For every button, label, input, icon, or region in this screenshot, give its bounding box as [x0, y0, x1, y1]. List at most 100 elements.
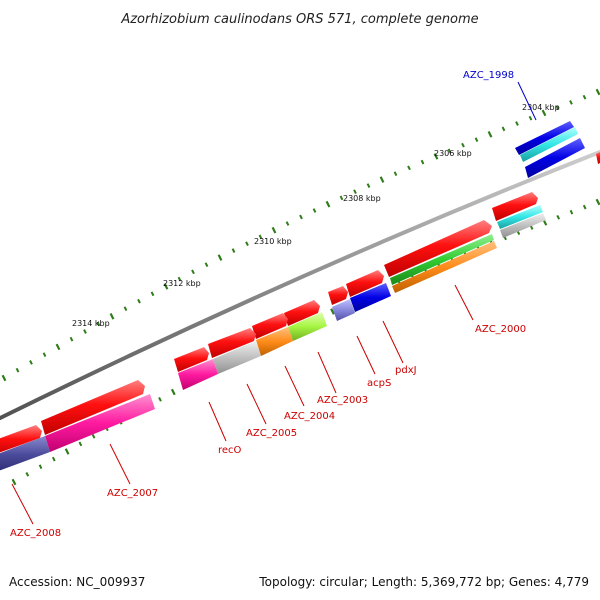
outer-scale-tick [245, 241, 249, 247]
outer-scale-tick [541, 109, 547, 117]
inner-scale-tick [516, 230, 521, 236]
outer-scale-tick [353, 189, 357, 195]
outer-scale-tick [339, 195, 344, 201]
outer-scale-tick [515, 121, 519, 126]
scale-label-2312: 2312 kbp [163, 279, 201, 288]
outer-scale-ticks [1, 88, 600, 382]
inner-scale-tick [51, 456, 56, 462]
scale-label-2308: 2308 kbp [343, 194, 381, 203]
outer-scale-tick [177, 276, 182, 282]
gene-block-azc-2000[interactable] [384, 220, 492, 277]
cog-block-azc-1999-cyan [497, 205, 543, 229]
cog-block-azc-1998-lower [525, 138, 585, 178]
outer-scale-tick [191, 269, 195, 275]
outer-scale-tick [433, 153, 439, 160]
outer-scale-tick [42, 352, 47, 358]
cog-block-azc-2005 [213, 341, 261, 374]
gene-label-azc-2008[interactable]: AZC_2008 [10, 528, 61, 539]
inner-scale-tick [158, 396, 162, 402]
scale-label-2304: 2304 kbp [522, 103, 560, 112]
gene-label-azc-2003[interactable]: AZC_2003 [317, 395, 368, 406]
outer-scale-tick [393, 171, 398, 177]
outer-scale-tick [447, 148, 452, 154]
outer-scale-tick [69, 336, 74, 342]
map-title: Azorhizobium caulinodans ORS 571, comple… [120, 12, 478, 27]
outer-scale-tick [55, 343, 61, 351]
outer-scale-tick [163, 283, 169, 290]
gene-block-azc-2004[interactable] [252, 313, 288, 339]
gene-block-azc-1998-top[interactable] [515, 121, 574, 155]
gene-block-pdxj-fwd[interactable] [346, 270, 384, 297]
gene-block-acps-fwd[interactable] [328, 286, 348, 305]
gene-block-reco[interactable] [174, 347, 209, 372]
outer-scale-tick [15, 367, 20, 373]
gene-label-acps[interactable]: acpS [367, 378, 391, 389]
gene-label-azc-2005[interactable]: AZC_2005 [246, 428, 297, 439]
cog-block-azc-1998 [520, 127, 578, 162]
outer-scale-tick [582, 94, 587, 100]
outer-scale-tick [231, 248, 236, 253]
gene-block-azc-2007[interactable] [41, 380, 145, 435]
outer-scale-tick [285, 221, 290, 226]
cog-block-azc-2004 [256, 327, 293, 356]
gene-block-azc-2003[interactable] [284, 300, 320, 326]
gene-block-azc-1999[interactable] [492, 192, 538, 221]
inner-scale-tick [542, 219, 548, 226]
cog-block-pdxj [350, 283, 391, 312]
forward-cds-track[interactable] [0, 121, 600, 456]
outer-scale-tick [96, 321, 101, 327]
inner-scale-tick [11, 478, 17, 486]
inner-scale-tick [170, 388, 176, 396]
scale-label-2310: 2310 kbp [254, 237, 292, 246]
gene-label-azc-2004[interactable]: AZC_2004 [284, 411, 335, 422]
outer-scale-tick [109, 313, 115, 320]
gene-block-azc-2005[interactable] [208, 328, 256, 358]
cog-block-azc-2000-orange [392, 241, 497, 293]
gene-label-pdxj[interactable]: pdxJ [395, 365, 417, 376]
outer-scale-tick [299, 214, 303, 220]
outer-scale-tick [123, 306, 128, 312]
outer-scale-tick [569, 100, 573, 105]
cog-block-acps [332, 299, 355, 321]
gene-label-azc-1998[interactable]: AZC_1998 [463, 70, 514, 81]
cog-block-reco [178, 359, 218, 390]
genome-backbone [0, 149, 600, 421]
outer-scale-tick [474, 137, 479, 143]
outer-scale-tick [487, 131, 493, 138]
inner-scale-tick [595, 198, 600, 206]
outer-scale-tick [379, 176, 385, 183]
outer-scale-tick [528, 115, 533, 121]
inner-scale-tick [529, 225, 534, 230]
inner-scale-tick [38, 464, 43, 470]
gene-labels: AZC_1998 AZC_2000 pdxJ acpS AZC_2003 AZC… [10, 70, 526, 539]
outer-scale-tick [325, 200, 331, 208]
outer-scale-tick [83, 329, 87, 334]
outer-scale-tick [555, 105, 560, 111]
cog-block-azc-2007 [45, 394, 155, 452]
gene-label-azc-2000[interactable]: AZC_2000 [475, 324, 526, 335]
gene-block-azc-2008[interactable] [0, 425, 42, 456]
inner-scale-tick [64, 448, 70, 455]
accession-text: Accession: NC_009937 [9, 575, 145, 589]
inner-scale-tick [25, 472, 30, 477]
scale-labels: 2304 kbp 2306 kbp 2308 kbp 2310 kbp 2312… [72, 103, 560, 328]
genome-summary-text: Topology: circular; Length: 5,369,772 bp… [258, 575, 589, 589]
gene-label-azc-2007[interactable]: AZC_2007 [107, 488, 158, 499]
outer-scale-tick [595, 88, 600, 96]
cog-block-azc-2003 [288, 312, 327, 341]
outer-scale-tick [461, 142, 465, 148]
inner-scale-tick [330, 308, 335, 315]
scale-label-2314: 2314 kbp [72, 319, 110, 328]
inner-scale-tick [91, 434, 96, 439]
outer-scale-tick [204, 262, 209, 268]
outer-scale-tick [271, 226, 277, 234]
outer-scale-tick [501, 126, 506, 132]
inner-scale-ticks [11, 198, 600, 486]
gene-block-offscreen-right[interactable] [596, 151, 600, 164]
inner-scale-tick [556, 214, 561, 220]
outer-scale-tick [217, 254, 223, 261]
cog-block-azc-1999-grey [500, 213, 546, 238]
outer-scale-tick [366, 183, 371, 188]
gene-label-reco[interactable]: recO [218, 445, 242, 456]
outer-scale-tick [29, 360, 33, 365]
